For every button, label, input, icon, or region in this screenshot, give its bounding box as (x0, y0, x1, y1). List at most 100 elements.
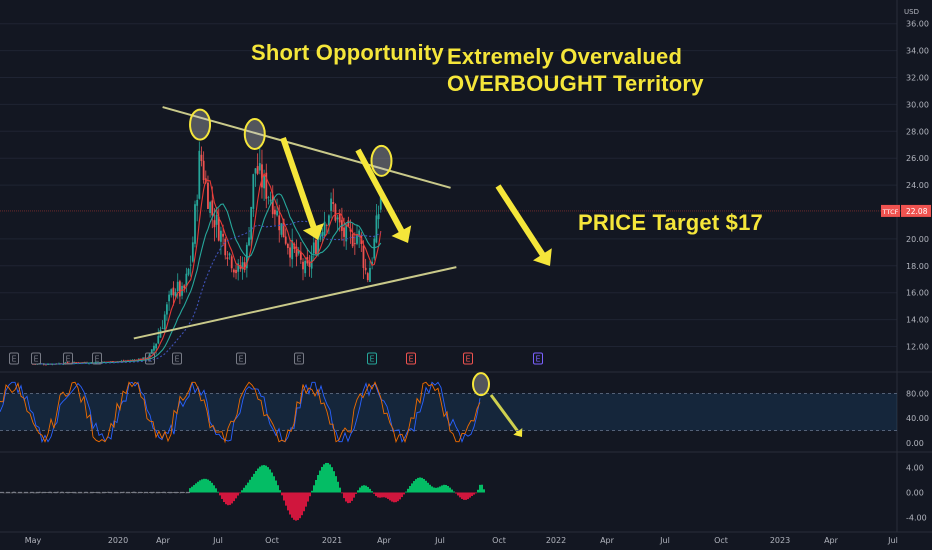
highlight-circle (370, 144, 393, 177)
candle-body (250, 206, 253, 240)
histogram-bar (211, 482, 213, 493)
stochastic-d-line (0, 381, 481, 444)
histogram-bar (249, 479, 251, 493)
earnings-marker-box (406, 352, 416, 365)
candle-body (202, 160, 205, 181)
histogram-bar (395, 492, 397, 503)
candle-body (163, 314, 166, 330)
histogram-bar (235, 492, 237, 499)
histogram-bar (405, 491, 407, 493)
y-tick-label: 30.00 (906, 100, 929, 109)
histogram-bar (383, 492, 385, 498)
candle-body (297, 249, 300, 254)
histogram-bar (317, 475, 319, 493)
histogram-bar (239, 492, 241, 494)
histogram-bar (479, 484, 481, 493)
histogram-bar (351, 492, 353, 501)
histogram-bar (331, 467, 333, 493)
candle-body (315, 239, 317, 255)
highlight-circle (189, 108, 212, 141)
histogram-bar (425, 480, 427, 493)
candle-body (375, 215, 378, 243)
candle-body (157, 335, 160, 344)
candle-body (373, 238, 376, 259)
candle-body (263, 175, 266, 189)
candle-body (269, 199, 272, 202)
candle-body (282, 218, 285, 238)
histogram-bar (189, 488, 191, 493)
candle-body (286, 243, 289, 249)
histogram-bar (435, 487, 437, 493)
candle-body (317, 237, 320, 255)
x-tick-label: 2022 (546, 536, 566, 545)
histogram-bar (217, 491, 219, 493)
candle-body (358, 230, 361, 238)
y-tick-label: 34.00 (906, 47, 929, 56)
histogram-tick-label: 4.00 (906, 463, 924, 472)
histogram-bar (327, 462, 329, 493)
histogram-bar (231, 492, 233, 504)
currency-label: USD (904, 8, 919, 16)
histogram-bar (469, 492, 471, 498)
stochastic-tick-label: 40.00 (906, 414, 929, 423)
ticker-tag (881, 204, 900, 217)
histogram-bar (453, 491, 455, 493)
histogram-bar (385, 492, 387, 498)
candle-body (364, 267, 367, 271)
arrow (280, 137, 324, 240)
histogram-bar (195, 483, 197, 493)
y-tick-label: 26.00 (906, 154, 929, 163)
histogram-bar (251, 476, 253, 493)
histogram-bar (379, 492, 381, 498)
x-tick-label: Oct (265, 536, 279, 545)
candle-body (351, 234, 354, 247)
candle-body (166, 304, 168, 315)
stochastic-highlight-circle (472, 372, 490, 397)
histogram-bar (269, 469, 271, 493)
candle-body (176, 281, 179, 292)
histogram-bar (371, 491, 373, 493)
histogram-bar (283, 492, 285, 501)
candle-body (252, 174, 255, 209)
earnings-marker-box (463, 352, 473, 365)
candle-body (343, 227, 345, 237)
candle-body (336, 217, 339, 220)
histogram-bar (263, 465, 265, 493)
candle-body (150, 349, 153, 354)
histogram-bar (431, 486, 433, 493)
histogram-bar (367, 486, 369, 493)
histogram-bar (359, 487, 361, 493)
candle-body (211, 200, 214, 216)
candle-body (312, 242, 315, 254)
candle-body (241, 262, 244, 270)
x-axis: May 2020 Apr Jul Oct 2021 Apr Jul Oct 2022 Apr Jul O… (25, 536, 898, 545)
histogram-bar (473, 492, 475, 495)
histogram-panel (0, 462, 485, 521)
histogram-bar (355, 492, 357, 494)
candle-body (235, 269, 237, 274)
histogram-bar (267, 467, 269, 493)
candle-body (196, 200, 199, 206)
candle-body (369, 267, 371, 282)
histogram-bar (279, 490, 281, 493)
candle-body (237, 263, 240, 272)
y-tick-label: 28.00 (906, 127, 929, 136)
earnings-marker-label: E (65, 355, 70, 364)
histogram-tick-label: 0.00 (906, 489, 924, 498)
candle-body (194, 204, 196, 244)
earnings-marker-label: E (94, 355, 99, 364)
candle-body (187, 268, 190, 275)
histogram-bar (319, 470, 321, 493)
candle-body (224, 238, 227, 256)
candle-body (174, 291, 177, 297)
candle-body (321, 232, 324, 237)
histogram-bar (255, 471, 257, 493)
histogram-bar (343, 492, 345, 499)
histogram-bar (289, 492, 291, 515)
earnings-marker-label: E (369, 355, 374, 364)
histogram-bar (369, 488, 371, 493)
histogram-bar (427, 482, 429, 493)
histogram-bar (335, 476, 337, 493)
histogram-bar (191, 486, 193, 493)
